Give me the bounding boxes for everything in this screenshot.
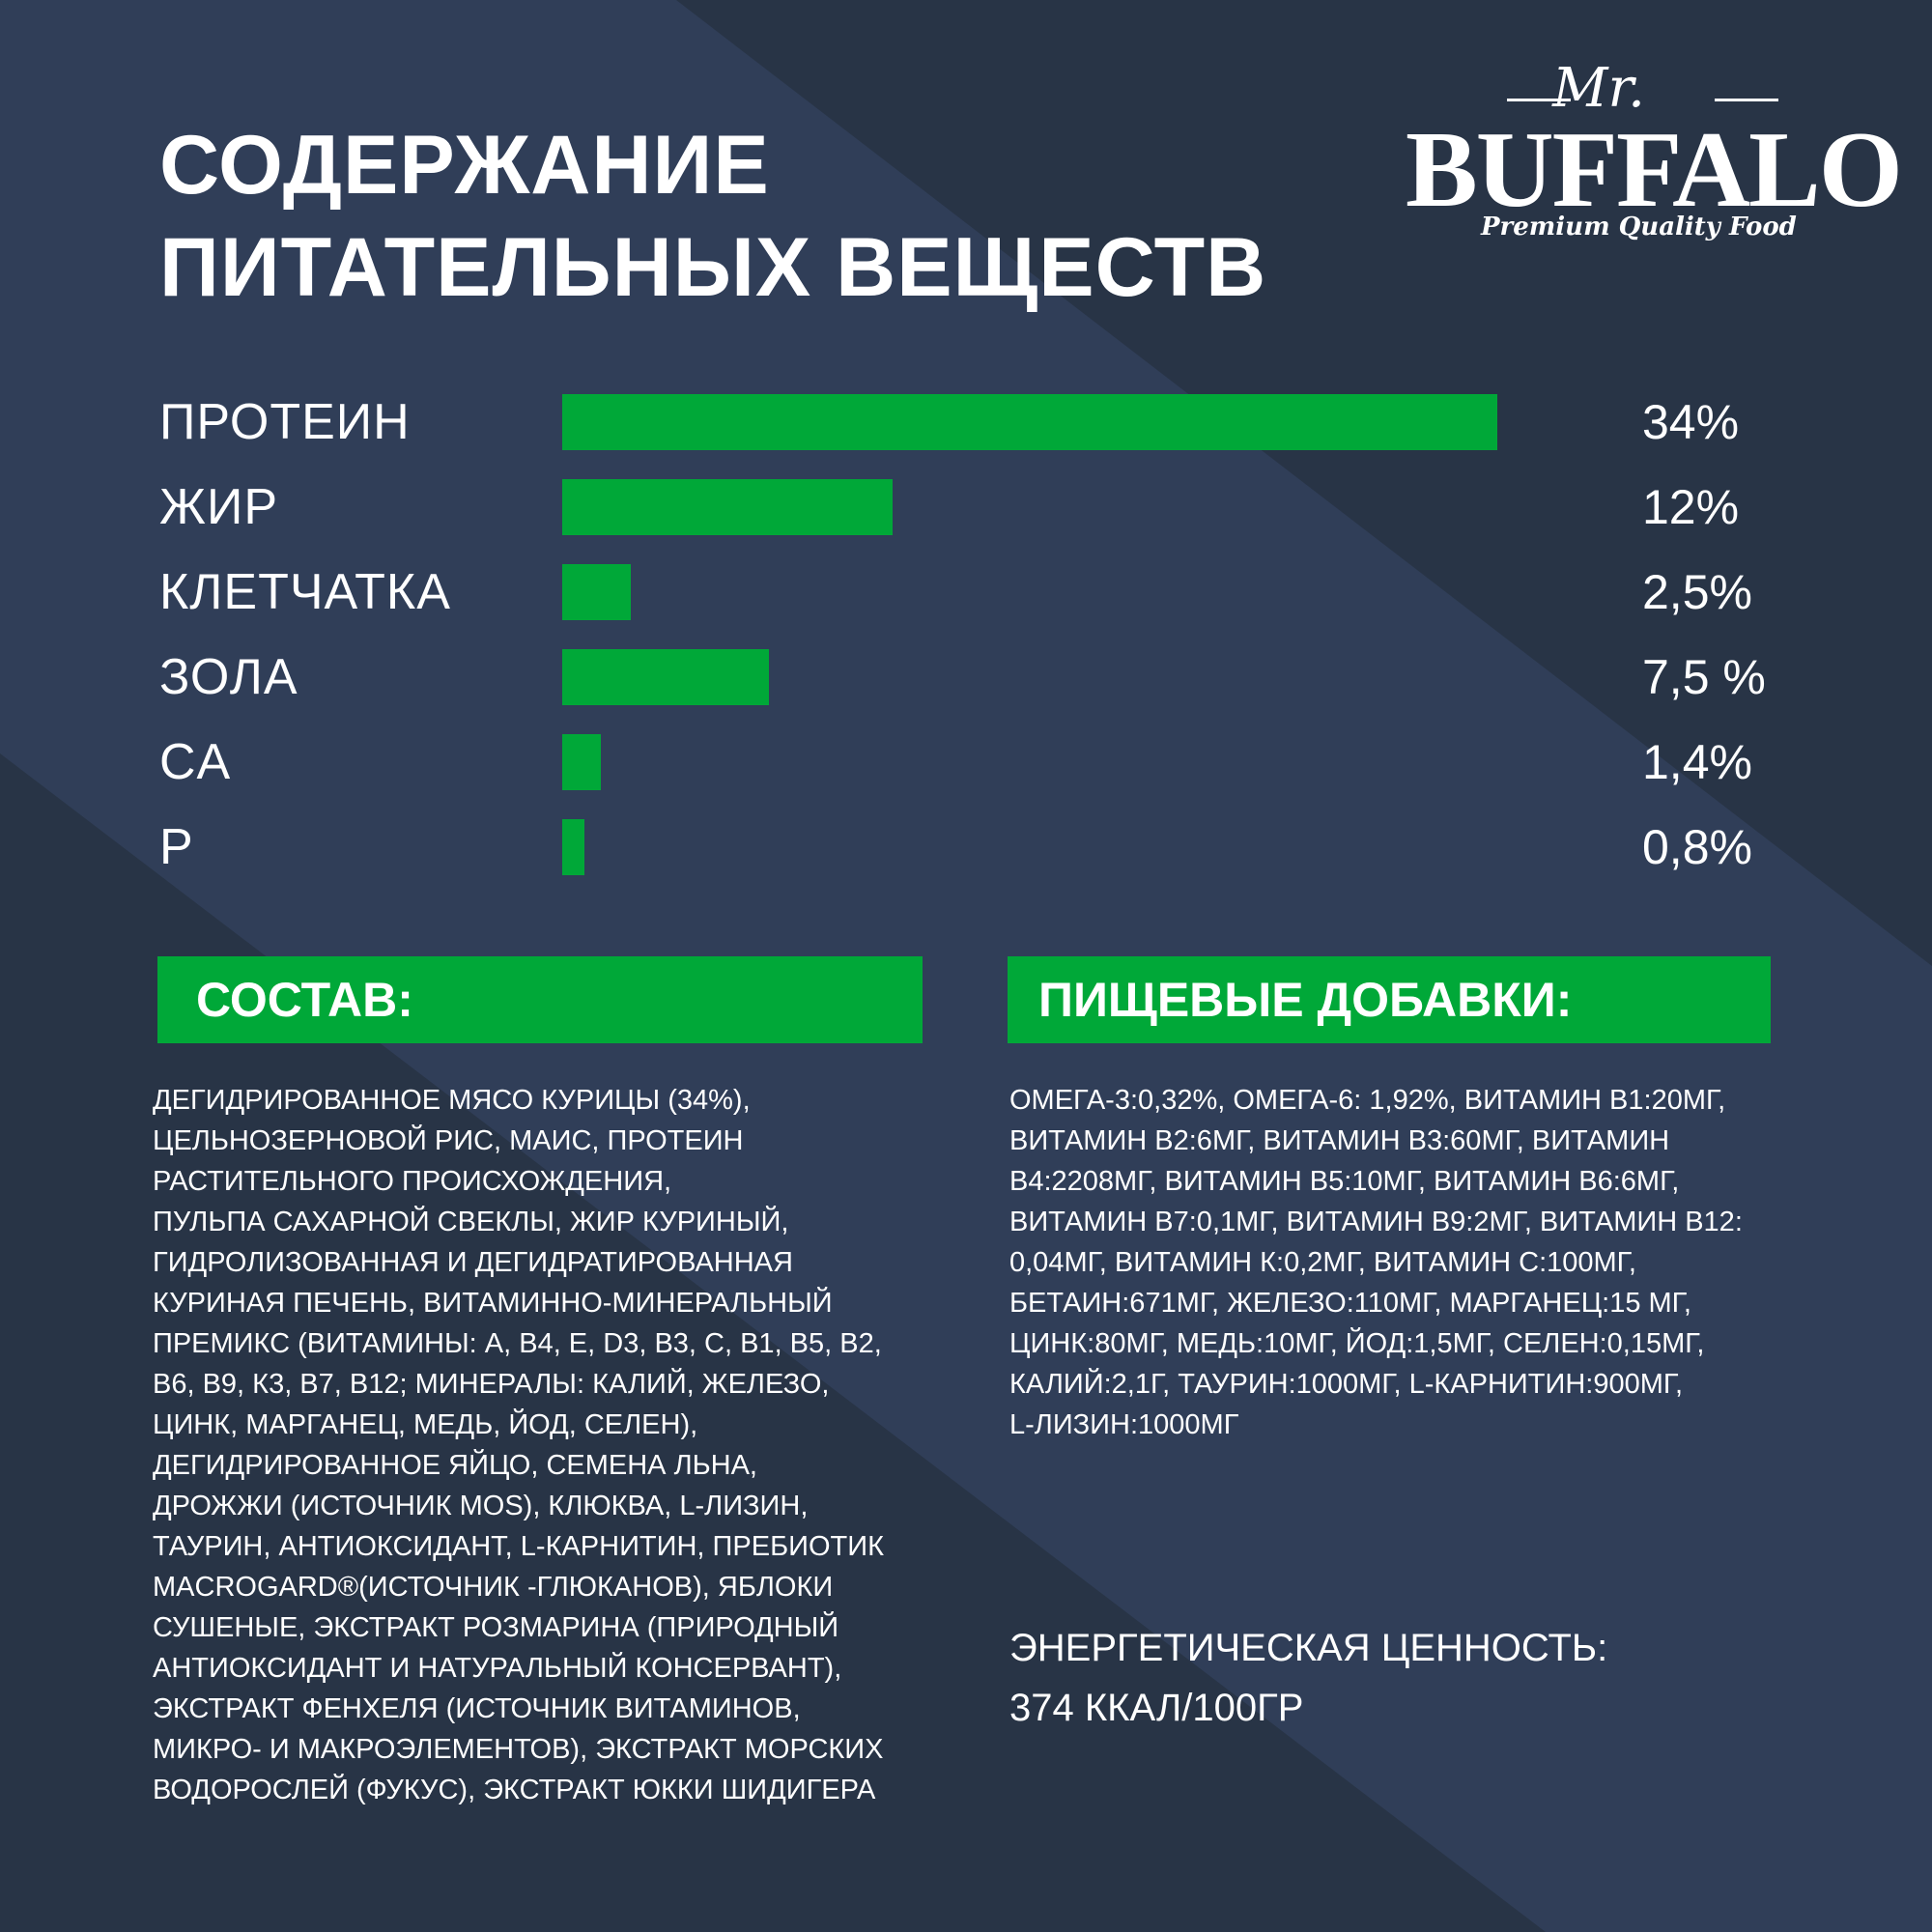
composition-header: СОСТАВ: [157, 956, 923, 1043]
category-label: ПРОТЕИН [159, 394, 411, 450]
bar [562, 479, 893, 535]
text-line: КУРИНАЯ ПЕЧЕНЬ, ВИТАМИННО-МИНЕРАЛЬНЫЙ [153, 1288, 833, 1319]
logo-mr: Mr. [1552, 57, 1645, 120]
bar [562, 564, 631, 620]
text-line: MACROGARD®(ИСТОЧНИК -ГЛЮКАНОВ), ЯБЛОКИ [153, 1572, 834, 1603]
category-label: КЛЕТЧАТКА [159, 564, 451, 620]
text-line: ЦИНК:80МГ, МЕДЬ:10МГ, ЙОД:1,5МГ, СЕЛЕН:0… [1009, 1328, 1705, 1359]
chart-row: CA 1,4% [0, 734, 1932, 790]
category-label: P [159, 819, 194, 875]
text-line: РАСТИТЕЛЬНОГО ПРОИСХОЖДЕНИЯ, [153, 1166, 672, 1197]
text-line: АНТИОКСИДАНТ И НАТУРАЛЬНЫЙ КОНСЕРВАНТ), [153, 1653, 842, 1684]
value-label: 2,5% [1642, 565, 1752, 619]
text-line: ДРОЖЖИ (ИСТОЧНИК MOS), КЛЮКВА, L-ЛИЗИН, [153, 1491, 809, 1521]
chart-row: КЛЕТЧАТКА 2,5% [0, 564, 1932, 620]
value-label: 12% [1642, 480, 1740, 534]
text-line: ТАУРИН, АНТИОКСИДАНТ, L-КАРНИТИН, ПРЕБИО… [153, 1531, 884, 1562]
chart-row: ЗОЛА 7,5 % [0, 649, 1932, 705]
text-line: ВИТАМИН В2:6МГ, ВИТАМИН В3:60МГ, ВИТАМИН [1009, 1125, 1670, 1156]
text-line: ВОДОРОСЛЕЙ (ФУКУС), ЭКСТРАКТ ЮККИ ШИДИГЕ… [153, 1775, 876, 1805]
energy-label: ЭНЕРГЕТИЧЕСКАЯ ЦЕННОСТЬ: [1009, 1627, 1608, 1669]
logo-line-left [1507, 99, 1571, 101]
text-line: КАЛИЙ:2,1Г, ТАУРИН:1000МГ, L-КАРНИТИН:90… [1009, 1369, 1684, 1400]
bar [562, 734, 601, 790]
additives-heading: ПИЩЕВЫЕ ДОБАВКИ: [1038, 973, 1573, 1027]
value-label: 1,4% [1642, 735, 1752, 789]
text-line: ДЕГИДРИРОВАННОЕ МЯСО КУРИЦЫ (34%), [153, 1085, 751, 1116]
additives-header: ПИЩЕВЫЕ ДОБАВКИ: [1008, 956, 1771, 1043]
text-line: В6, В9, К3, В7, В12; МИНЕРАЛЫ: КАЛИЙ, ЖЕ… [153, 1369, 830, 1400]
text-line: МИКРО- И МАКРОЭЛЕМЕНТОВ), ЭКСТРАКТ МОРСК… [153, 1734, 884, 1765]
energy-value: 374 ККАЛ/100ГР [1009, 1687, 1304, 1729]
value-label: 34% [1642, 395, 1740, 449]
chart-row: P 0,8% [0, 819, 1932, 875]
composition-text: ДЕГИДРИРОВАННОЕ МЯСО КУРИЦЫ (34%), ЦЕЛЬНО… [153, 1080, 884, 1810]
page-title: СОДЕРЖАНИЕ ПИТАТЕЛЬНЫХ ВЕЩЕСТВ [159, 114, 1266, 319]
category-label: ЗОЛА [159, 649, 298, 705]
text-line: ЭКСТРАКТ ФЕНХЕЛЯ (ИСТОЧНИК ВИТАМИНОВ, [153, 1693, 801, 1724]
text-line: ВИТАМИН В7:0,1МГ, ВИТАМИН В9:2МГ, ВИТАМИ… [1009, 1207, 1743, 1237]
logo-tagline: Premium Quality Food [1481, 213, 1797, 242]
bar [562, 394, 1497, 450]
text-line: ПРЕМИКС (ВИТАМИНЫ: А, В4, Е, D3, В3, С, … [153, 1328, 882, 1359]
text-line: 0,04МГ, ВИТАМИН К:0,2МГ, ВИТАМИН С:100МГ… [1009, 1247, 1636, 1278]
text-line: ПУЛЬПА САХАРНОЙ СВЕКЛЫ, ЖИР КУРИНЫЙ, [153, 1207, 789, 1237]
text-line: ДЕГИДРИРОВАННОЕ ЯЙЦО, СЕМЕНА ЛЬНА, [153, 1450, 757, 1481]
text-line: БЕТАИН:671МГ, ЖЕЛЕЗО:110МГ, МАРГАНЕЦ:15 … [1009, 1288, 1691, 1319]
category-label: ЖИР [159, 479, 279, 535]
bar [562, 649, 769, 705]
text-line: СУШЕНЫЕ, ЭКСТРАКТ РОЗМАРИНА (ПРИРОДНЫЙ [153, 1612, 839, 1643]
page-title-line-1: СОДЕРЖАНИЕ [159, 119, 770, 212]
composition-heading: СОСТАВ: [196, 973, 413, 1027]
additives-text: ОМЕГА-3:0,32%, ОМЕГА-6: 1,92%, ВИТАМИН В… [1009, 1080, 1743, 1445]
value-label: 7,5 % [1642, 650, 1766, 704]
text-line: В4:2208МГ, ВИТАМИН В5:10МГ, ВИТАМИН В6:6… [1009, 1166, 1680, 1197]
text-line: ЦИНК, МАРГАНЕЦ, МЕДЬ, ЙОД, СЕЛЕН), [153, 1409, 698, 1440]
chart-row: ПРОТЕИН 34% [0, 394, 1932, 450]
chart-row: ЖИР 12% [0, 479, 1932, 535]
logo-line-right [1715, 99, 1778, 101]
text-line: ГИДРОЛИЗОВАННАЯ И ДЕГИДРАТИРОВАННАЯ [153, 1247, 793, 1278]
text-line: ЦЕЛЬНОЗЕРНОВОЙ РИС, МАИС, ПРОТЕИН [153, 1125, 744, 1156]
energy-value-block: ЭНЕРГЕТИЧЕСКАЯ ЦЕННОСТЬ: 374 ККАЛ/100ГР [1009, 1618, 1607, 1738]
logo-brand: BUFFALO [1406, 110, 1903, 230]
category-label: CA [159, 734, 232, 790]
page-title-line-2: ПИТАТЕЛЬНЫХ ВЕЩЕСТВ [159, 221, 1267, 314]
text-line: L-ЛИЗИН:1000МГ [1009, 1409, 1239, 1440]
text-line: ОМЕГА-3:0,32%, ОМЕГА-6: 1,92%, ВИТАМИН В… [1009, 1085, 1726, 1116]
value-label: 0,8% [1642, 820, 1752, 874]
brand-logo: Mr. BUFFALO Premium Quality Food [1406, 57, 1903, 251]
bar [562, 819, 584, 875]
